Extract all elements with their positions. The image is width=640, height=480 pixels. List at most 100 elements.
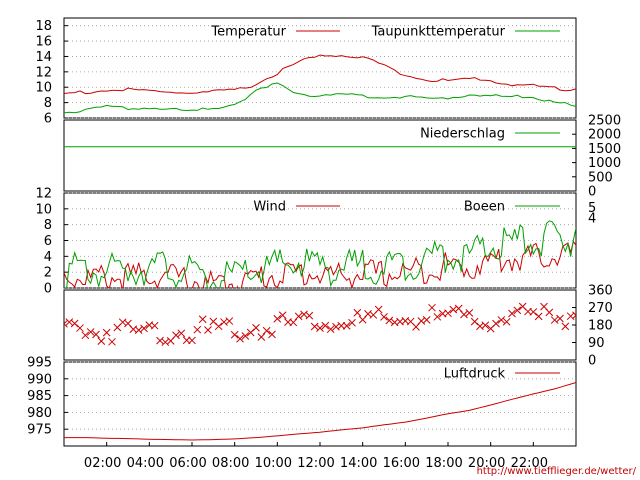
- wind-direction-point: [460, 310, 468, 319]
- y-tick-label: 6: [44, 112, 52, 127]
- y-tick-label: 8: [44, 96, 52, 111]
- wind-direction-point: [502, 317, 511, 326]
- wind-direction-point: [156, 336, 164, 345]
- wind-direction-point: [300, 310, 308, 319]
- wind-direction-point: [102, 328, 111, 337]
- wind-direction-point: [326, 325, 335, 334]
- y-tick-label: 500: [588, 170, 613, 185]
- y-tick-label: 2500: [588, 114, 621, 129]
- y-tick-label: 985: [27, 389, 52, 404]
- wind-direction-point: [545, 308, 554, 317]
- wind-direction-point: [353, 308, 362, 317]
- wind-direction-point: [422, 316, 431, 324]
- series-line-2-0: [64, 240, 576, 288]
- y-tick-label: 270: [588, 301, 613, 316]
- y-tick-label: 980: [27, 406, 52, 421]
- wind-direction-point: [262, 326, 271, 335]
- series-line-0-1: [64, 82, 576, 114]
- y-tick-label: 16: [35, 35, 52, 50]
- x-tick-label: 18:00: [425, 456, 462, 471]
- y-tick-label-right: 4: [588, 212, 596, 227]
- legend-label: Taupunkttemperatur: [371, 25, 506, 40]
- wind-direction-point: [241, 332, 250, 340]
- legend-label: Wind: [253, 200, 286, 215]
- wind-direction-point: [177, 329, 186, 338]
- x-tick-label: 12:00: [297, 456, 334, 471]
- wind-direction-point: [428, 303, 436, 312]
- y-tick-label: 1000: [588, 156, 621, 171]
- y-tick-label: 0: [588, 185, 596, 200]
- y-tick-label: 90: [588, 336, 605, 351]
- y-tick-label: 18: [35, 19, 52, 34]
- y-tick-label: 6: [44, 234, 52, 249]
- wind-direction-point: [150, 321, 159, 330]
- series-line-4-0: [64, 382, 576, 441]
- wind-direction-point: [417, 317, 426, 325]
- wind-direction-point: [513, 306, 522, 315]
- wind-direction-point: [294, 312, 303, 321]
- wind-direction-point: [76, 324, 84, 332]
- x-tick-label: 22:00: [511, 456, 548, 471]
- series-line-2-1: [64, 220, 576, 288]
- y-tick-label: 10: [35, 81, 52, 96]
- wind-direction-point: [214, 322, 223, 331]
- y-tick-label: 4: [44, 250, 52, 265]
- y-tick-label: 180: [588, 319, 613, 334]
- wind-direction-point: [81, 331, 90, 340]
- wind-direction-point: [305, 311, 314, 320]
- y-tick-label: 1500: [588, 142, 621, 157]
- y-tick-label: 2000: [588, 128, 621, 143]
- y-tick-label: 995: [27, 356, 52, 371]
- wind-direction-point: [572, 311, 576, 320]
- wind-direction-point: [188, 336, 196, 345]
- wind-direction-point: [316, 324, 324, 332]
- x-tick-label: 06:00: [169, 456, 206, 471]
- wind-direction-point: [86, 328, 95, 336]
- wind-direction-point: [380, 313, 388, 321]
- wind-direction-point: [268, 330, 276, 339]
- legend-label: Niederschlag: [420, 127, 505, 142]
- wind-direction-point: [534, 312, 543, 321]
- wind-direction-point: [257, 333, 266, 341]
- series-group: [64, 220, 576, 288]
- wind-direction-point: [92, 330, 100, 339]
- wind-direction-point: [193, 325, 202, 334]
- x-tick-label: 08:00: [212, 456, 249, 471]
- y-tick-label: 0: [588, 354, 596, 369]
- wind-direction-point: [252, 323, 260, 332]
- series-group: [64, 54, 576, 114]
- wind-direction-point: [556, 314, 564, 323]
- series-group: [64, 302, 576, 347]
- wind-direction-point: [97, 337, 106, 345]
- y-tick-label: 2: [44, 266, 52, 281]
- wind-direction-point: [65, 318, 74, 326]
- wind-direction-point: [161, 338, 170, 347]
- series-line-0-0: [64, 54, 576, 95]
- wind-direction-point: [550, 316, 559, 324]
- wind-direction-point: [433, 312, 442, 321]
- x-tick-label: 14:00: [340, 456, 377, 471]
- wind-direction-point: [118, 318, 127, 327]
- wind-direction-point: [70, 319, 79, 328]
- wind-direction-point: [140, 324, 148, 333]
- wind-direction-point: [481, 321, 490, 330]
- wind-direction-point: [198, 315, 207, 324]
- y-tick-label: 12: [35, 65, 52, 80]
- y-tick-label: 0: [44, 282, 52, 297]
- wind-direction-point: [278, 311, 287, 320]
- wind-direction-point: [230, 330, 239, 339]
- wind-direction-point: [225, 317, 234, 325]
- wind-direction-point: [348, 318, 356, 327]
- legend-label: Luftdruck: [444, 367, 506, 382]
- y-tick-label: 360: [588, 284, 613, 299]
- panel-frame: [63, 119, 577, 192]
- y-tick-label: 10: [35, 202, 52, 217]
- wind-direction-point: [204, 326, 212, 334]
- wind-direction-point: [172, 331, 180, 340]
- x-tick-label: 16:00: [383, 456, 420, 471]
- wind-direction-point: [497, 316, 506, 324]
- y-tick-label-right: 5: [588, 201, 596, 216]
